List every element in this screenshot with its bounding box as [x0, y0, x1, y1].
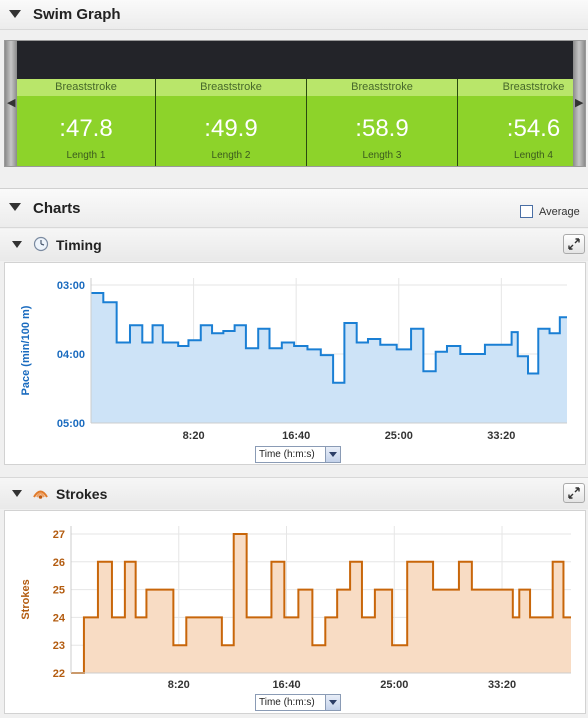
x-tick-label: 16:40 — [272, 679, 300, 691]
timing-chart-panel: 03:00 04:00 05:00 8:20 16:40 25:00 33:20 Pace (… — [4, 262, 586, 465]
x-tick-label: 25:00 — [380, 679, 408, 691]
lap-stroke-type: Breaststroke — [307, 79, 457, 96]
y-tick-label: 04:00 — [57, 349, 85, 361]
x-tick-label: 33:20 — [488, 679, 516, 691]
pace-line — [91, 292, 567, 384]
timing-x-axis-select-value: Time (h:m:s) — [259, 449, 315, 460]
collapse-triangle-icon[interactable] — [12, 241, 22, 248]
lap-stroke-type: Breaststroke — [458, 79, 573, 96]
lap-card[interactable]: Breaststroke :58.9 Length 3 — [307, 79, 458, 166]
y-tick-label: 24 — [53, 612, 66, 624]
collapse-triangle-icon[interactable] — [12, 490, 22, 497]
average-checkbox[interactable] — [520, 205, 533, 218]
x-tick-label: 25:00 — [385, 430, 413, 442]
scroll-left-button[interactable]: ◀ — [5, 41, 17, 166]
y-tick-label: 03:00 — [57, 280, 85, 292]
pace-area — [91, 293, 567, 423]
y-tick-label: 25 — [53, 585, 65, 597]
charts-header[interactable]: Charts Average — [0, 188, 588, 228]
strokes-chart-panel: 27 26 25 24 23 22 8:20 16:40 25:00 33:20 Strokes T… — [4, 510, 586, 714]
expand-icon — [568, 487, 580, 499]
swim-graph-title: Swim Graph — [33, 6, 121, 23]
swim-graph-background — [5, 41, 585, 79]
strokes-line — [71, 533, 571, 674]
clock-icon — [33, 236, 49, 252]
strokes-area — [71, 534, 571, 673]
expand-icon — [568, 238, 580, 250]
chevron-down-icon[interactable] — [325, 447, 340, 462]
lap-card[interactable]: Breaststroke :54.6 Length 4 — [458, 79, 573, 166]
timing-title: Timing — [56, 237, 102, 253]
timing-x-axis-select[interactable]: Time (h:m:s) — [255, 446, 341, 463]
arrow-left-icon: ◀ — [7, 97, 16, 109]
y-tick-label: 27 — [53, 529, 65, 541]
timing-header[interactable]: Timing — [0, 229, 588, 261]
timing-chart: 03:00 04:00 05:00 8:20 16:40 25:00 33:20 Pace (… — [20, 278, 567, 442]
expand-strokes-button[interactable] — [563, 483, 585, 503]
chevron-down-icon[interactable] — [325, 695, 340, 710]
x-tick-label: 8:20 — [168, 679, 190, 691]
lap-stroke-type: Breaststroke — [17, 79, 155, 96]
lap-card[interactable]: Breaststroke :49.9 Length 2 — [156, 79, 307, 166]
y-tick-label: 26 — [53, 557, 65, 569]
lap-length-label: Length 4 — [514, 150, 553, 161]
lap-time: :47.8 — [59, 115, 113, 142]
strokes-header[interactable]: Strokes — [0, 477, 588, 509]
lap-time: :54.6 — [506, 115, 561, 142]
y-axis-title: Strokes — [20, 579, 32, 619]
lap-length-label: Length 1 — [66, 150, 106, 161]
y-tick-label: 23 — [53, 640, 65, 652]
collapse-triangle-icon[interactable] — [9, 10, 21, 18]
scroll-right-button[interactable]: ▶ — [573, 41, 585, 166]
swim-graph: ◀ Breaststroke :47.8 Length 1 Breaststro… — [4, 40, 586, 167]
x-tick-label: 33:20 — [487, 430, 515, 442]
x-tick-label: 16:40 — [282, 430, 310, 442]
strokes-chart: 27 26 25 24 23 22 8:20 16:40 25:00 33:20 Strokes — [20, 526, 571, 691]
lap-stroke-type: Breaststroke — [156, 79, 306, 96]
lap-time: :49.9 — [204, 115, 258, 142]
y-axis-title: Pace (min/100 m) — [20, 305, 32, 395]
strokes-x-axis-select[interactable]: Time (h:m:s) — [255, 694, 341, 711]
strokes-x-axis-select-value: Time (h:m:s) — [259, 697, 315, 708]
arrow-right-icon: ▶ — [575, 97, 584, 109]
expand-timing-button[interactable] — [563, 234, 585, 254]
swim-graph-header[interactable]: Swim Graph — [0, 0, 588, 30]
lap-length-label: Length 3 — [362, 150, 402, 161]
lap-length-label: Length 2 — [211, 150, 251, 161]
collapse-triangle-icon[interactable] — [9, 203, 21, 211]
y-tick-label: 22 — [53, 668, 65, 680]
charts-title: Charts — [33, 200, 81, 217]
strokes-title: Strokes — [56, 486, 108, 502]
lap-card[interactable]: Breaststroke :47.8 Length 1 — [17, 79, 156, 166]
strokes-icon — [33, 490, 48, 499]
average-label: Average — [539, 206, 580, 218]
x-tick-label: 8:20 — [183, 430, 205, 442]
y-tick-label: 05:00 — [57, 418, 85, 430]
lap-time: :58.9 — [355, 115, 409, 142]
